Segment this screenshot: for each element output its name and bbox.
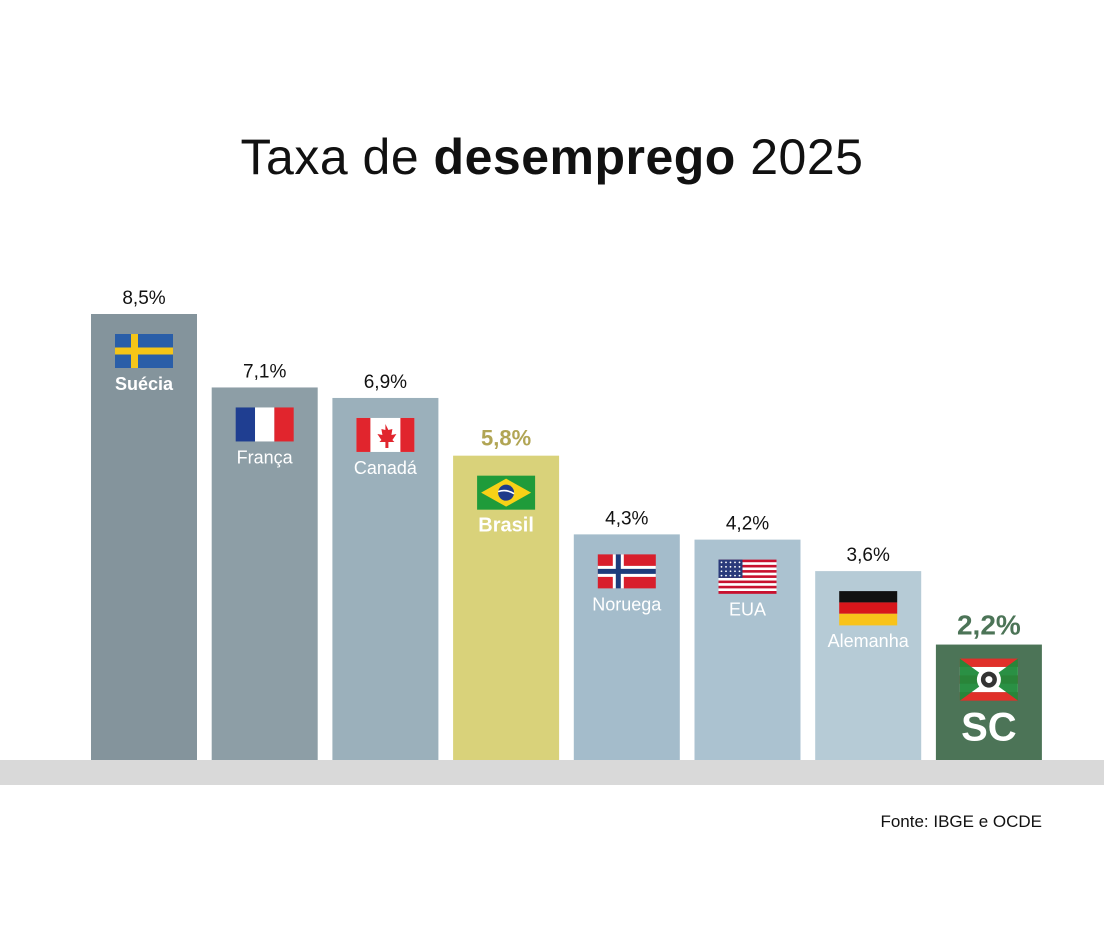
bar-suecia: [91, 314, 197, 760]
bar-canada: [332, 397, 439, 760]
category-label-eua: EUA: [729, 600, 766, 620]
value-label-alemanha: 3,6%: [847, 545, 890, 566]
norway-flag: [597, 554, 656, 589]
value-label-noruega: 4,3%: [605, 508, 648, 529]
category-label-suecia: Suécia: [115, 374, 174, 394]
category-label-noruega: Noruega: [592, 594, 662, 614]
bar-franca: [211, 387, 318, 760]
title-bold: desemprego: [433, 129, 736, 185]
canada-flag: [356, 417, 415, 452]
usa-flag: [718, 559, 777, 594]
category-label-alemanha: Alemanha: [828, 631, 910, 651]
category-label-brasil: Brasil: [478, 515, 534, 537]
category-label-franca: França: [237, 447, 294, 467]
title-suffix: 2025: [735, 129, 864, 185]
brazil-flag: [477, 475, 536, 510]
chart-title: Taxa de desemprego 2025: [0, 128, 1104, 186]
value-label-canada: 6,9%: [364, 372, 407, 393]
category-label-canada: Canadá: [354, 458, 418, 478]
title-prefix: Taxa de: [240, 129, 434, 185]
value-label-franca: 7,1%: [243, 361, 286, 382]
source-note: Fonte: IBGE e OCDE: [880, 812, 1042, 831]
sweden-flag: [115, 334, 173, 368]
santa-catarina-flag: [959, 658, 1018, 701]
germany-flag: [839, 591, 898, 626]
value-label-brasil: 5,8%: [481, 426, 531, 451]
value-label-suecia: 8,5%: [122, 288, 165, 309]
value-label-sc: 2,2%: [957, 610, 1021, 641]
france-flag: [235, 407, 294, 442]
value-label-eua: 4,2%: [726, 514, 769, 535]
baseline-band: [0, 760, 1104, 785]
category-label-sc: SC: [961, 706, 1017, 750]
